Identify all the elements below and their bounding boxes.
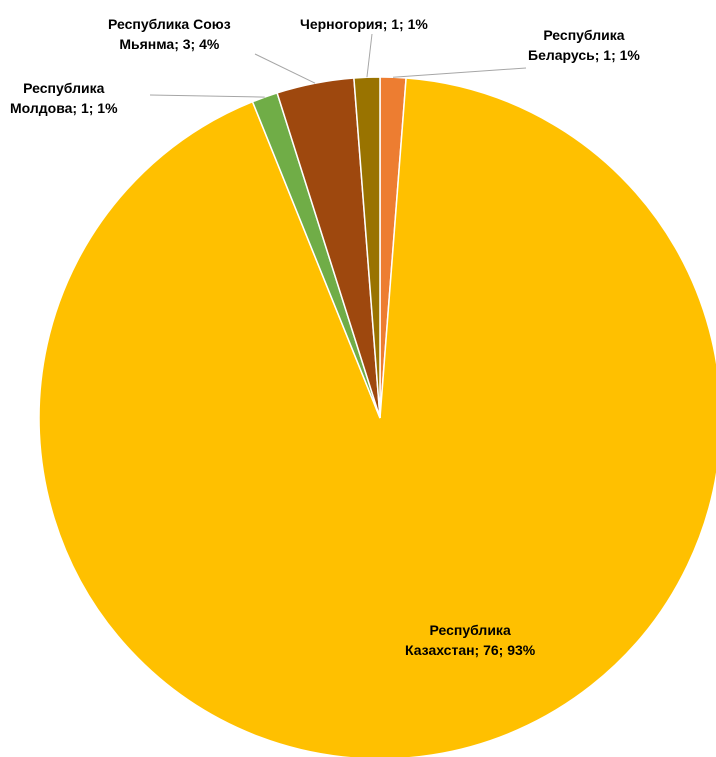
leader-line-myanmar [254, 53, 316, 84]
leader-line-montenegro [366, 33, 373, 78]
data-label-montenegro-line1: Черногория; 1; 1% [300, 16, 428, 32]
data-label-myanmar-line2: Мьянма; 3; 4% [119, 36, 220, 52]
leader-lines [149, 33, 527, 98]
data-label-kazakhstan-line1: Республика [429, 622, 511, 638]
leader-line-moldova [149, 94, 265, 98]
data-label-belarus-line2: Беларусь; 1; 1% [528, 47, 640, 63]
pie-slices [38, 76, 716, 757]
data-label-moldova-line1: Республика [23, 80, 105, 96]
pie-slice-kazakhstan [38, 77, 716, 757]
pie-slice-montenegro [353, 76, 381, 419]
leader-line-belarus [393, 67, 527, 78]
data-label-belarus: Республика Беларусь; 1; 1% [528, 25, 640, 65]
data-label-montenegro: Черногория; 1; 1% [300, 14, 428, 34]
data-label-myanmar-line1: Республика Союз [108, 16, 231, 32]
data-label-kazakhstan: Республика Казахстан; 76; 93% [405, 620, 535, 660]
data-label-belarus-line1: Республика [543, 27, 625, 43]
data-label-myanmar: Республика Союз Мьянма; 3; 4% [108, 14, 231, 54]
data-label-kazakhstan-line2: Казахстан; 76; 93% [405, 642, 536, 658]
data-label-moldova: Республика Молдова; 1; 1% [10, 78, 118, 118]
data-label-moldova-line2: Молдова; 1; 1% [10, 100, 118, 116]
